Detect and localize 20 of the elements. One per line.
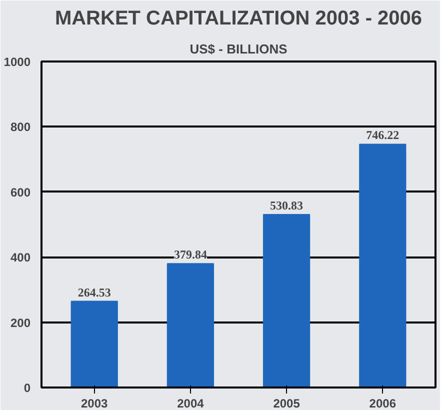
bar — [166, 263, 214, 388]
x-tick-label: 2006 — [369, 396, 396, 410]
y-tick-label: 1000 — [4, 55, 31, 69]
x-tick-label: 2004 — [177, 396, 204, 410]
chart-subtitle: US$ - BILLIONS — [190, 42, 288, 56]
bar — [262, 214, 310, 388]
x-tick-label: 2003 — [81, 396, 108, 410]
bar — [359, 144, 406, 388]
y-tick-label: 400 — [10, 250, 31, 265]
chart-title: MARKET CAPITALIZATION 2003 - 2006 — [54, 8, 422, 30]
data-label: 746.22 — [366, 128, 400, 142]
y-tick-label: 200 — [10, 316, 31, 330]
data-label: 379.84 — [174, 248, 207, 262]
y-tick-label: 600 — [10, 185, 31, 200]
bar — [70, 300, 118, 388]
data-label: 530.83 — [270, 198, 304, 212]
y-tick-label: 0 — [24, 381, 31, 395]
x-tick-label: 2005 — [273, 396, 300, 410]
y-tick-label: 800 — [10, 120, 31, 134]
data-label: 264.53 — [78, 285, 111, 300]
